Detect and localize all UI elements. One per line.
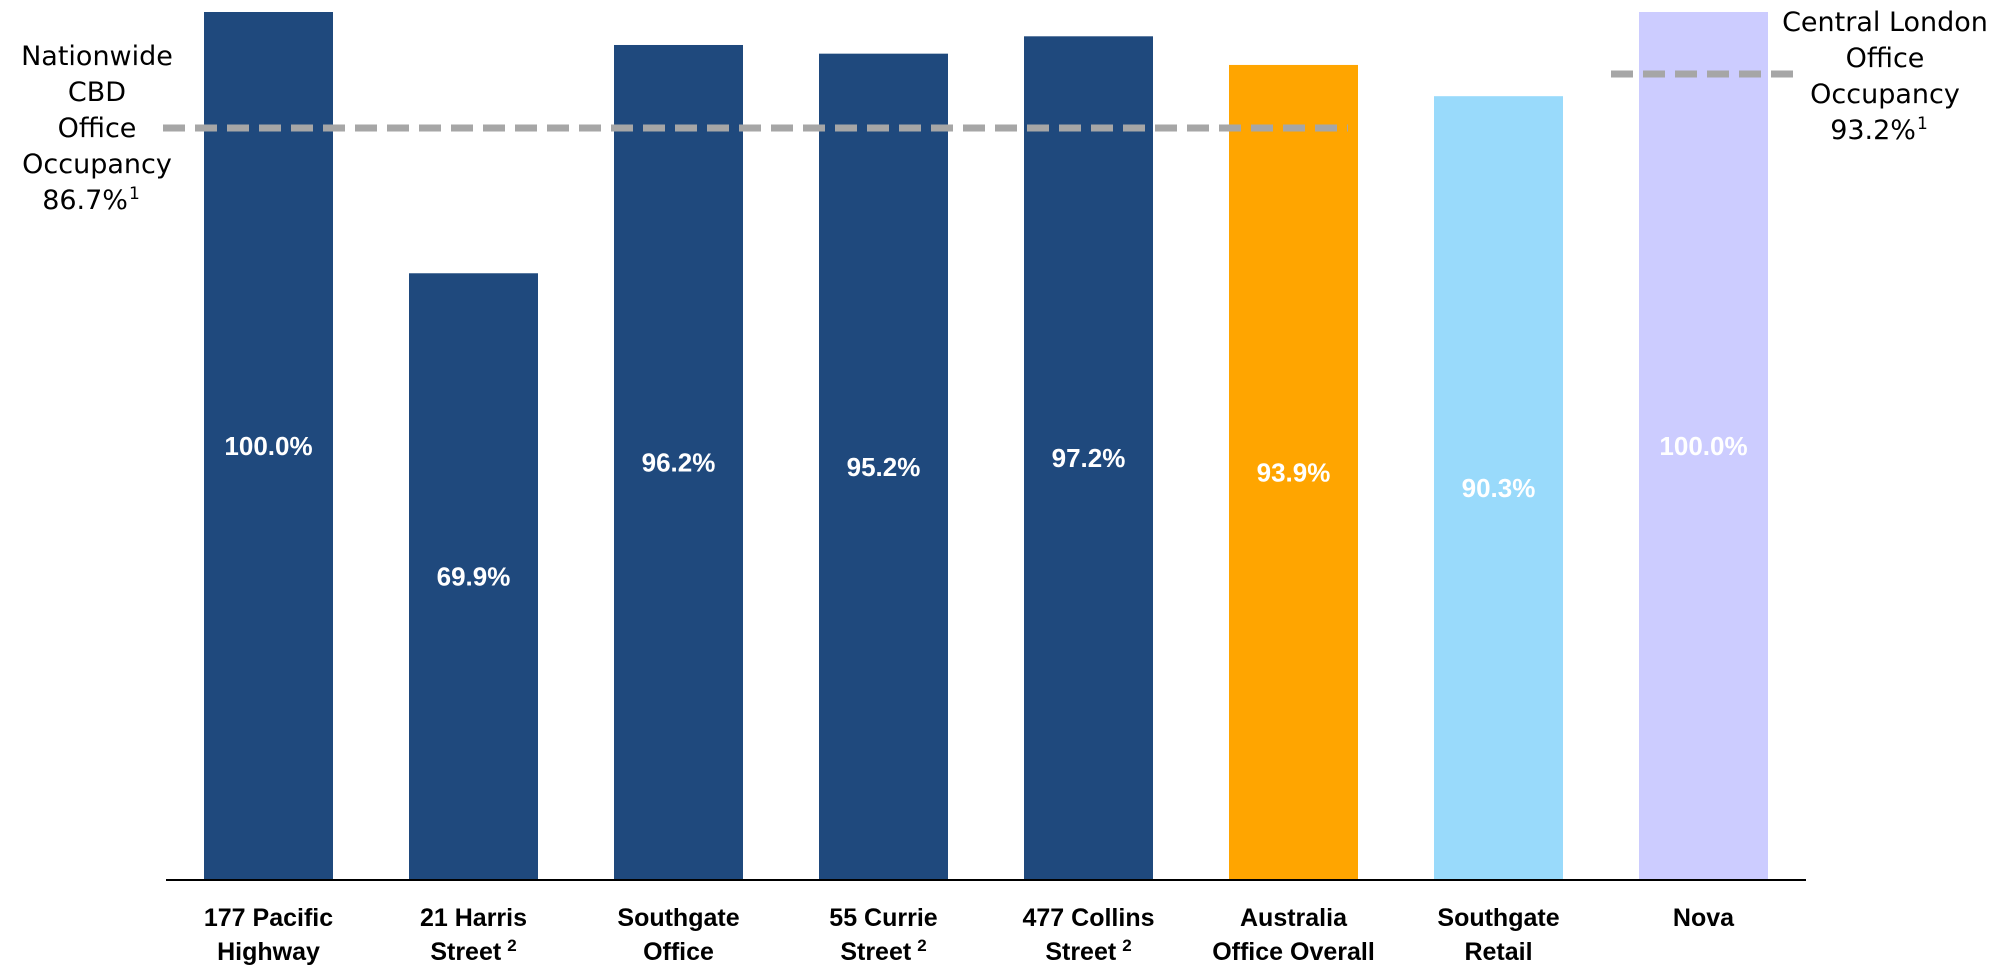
- category-label-line: Highway: [217, 938, 320, 966]
- category-label-line: Southgate: [1437, 904, 1559, 932]
- reference-label-line: Nationwide: [21, 41, 173, 72]
- reference-label-line: Central London: [1782, 7, 1988, 38]
- category-label-line: Street: [840, 938, 912, 966]
- bar-value-label: 97.2%: [1052, 443, 1126, 473]
- reference-label-value: 86.7%: [42, 185, 128, 216]
- category-label-line: 21 Harris: [420, 904, 527, 932]
- category-label-line: Office Overall: [1212, 938, 1375, 966]
- reference-label-line: Occupancy: [1810, 79, 1960, 110]
- category-label-line: 177 Pacific: [204, 904, 333, 932]
- category-label: Southgate Retail: [1437, 904, 1559, 966]
- reference-label-value: 93.2%: [1830, 115, 1916, 146]
- category-label: 21 Harris Street 2: [420, 904, 527, 966]
- category-footnote-marker: 2: [507, 936, 516, 955]
- category-footnote-marker: 2: [917, 936, 926, 955]
- category-label-line: Retail: [1464, 938, 1532, 966]
- bars-group: [204, 12, 1768, 880]
- category-label-line: 55 Currie: [829, 904, 937, 932]
- reference-label-line: Occupancy: [22, 149, 172, 180]
- bar-value-label: 96.2%: [642, 447, 716, 477]
- bar-value-label: 95.2%: [847, 452, 921, 482]
- category-label-line: Nova: [1673, 904, 1735, 932]
- bar-value-label: 100.0%: [224, 431, 312, 461]
- category-label: Southgate Office: [617, 904, 739, 966]
- category-label-line: Street: [1045, 938, 1117, 966]
- category-label-line: Street: [430, 938, 502, 966]
- category-label-line: Office: [643, 938, 714, 966]
- reference-line-label: Central London Office Occupancy 93.2%1: [1782, 7, 1988, 146]
- category-labels-group: 177 Pacific Highway 21 Harris Street 2 Southg…: [204, 904, 1735, 966]
- bar-value-label: 93.9%: [1257, 457, 1331, 487]
- category-label-line: 477 Collins: [1023, 904, 1155, 932]
- category-footnote-marker: 2: [1122, 936, 1131, 955]
- category-label: Nova: [1673, 904, 1735, 932]
- bar-value-label: 90.3%: [1462, 473, 1536, 503]
- reference-footnote-marker: 1: [1917, 114, 1928, 134]
- category-label-line: Australia: [1240, 904, 1348, 932]
- category-label: 177 Pacific Highway: [204, 904, 333, 966]
- reference-footnote-marker: 1: [129, 184, 140, 204]
- category-label: 55 Currie Street 2: [829, 904, 937, 966]
- bar-value-label: 100.0%: [1659, 431, 1747, 461]
- bar-value-label: 69.9%: [437, 562, 511, 592]
- reference-label-line: Office: [1846, 43, 1925, 74]
- reference-label-line: CBD: [68, 77, 126, 108]
- category-label: Australia Office Overall: [1212, 904, 1375, 966]
- category-label-line: Southgate: [617, 904, 739, 932]
- reference-line-label: Nationwide CBD Office Occupancy 86.7%1: [21, 41, 173, 216]
- category-label: 477 Collins Street 2: [1023, 904, 1155, 966]
- reference-label-line: Office: [58, 113, 137, 144]
